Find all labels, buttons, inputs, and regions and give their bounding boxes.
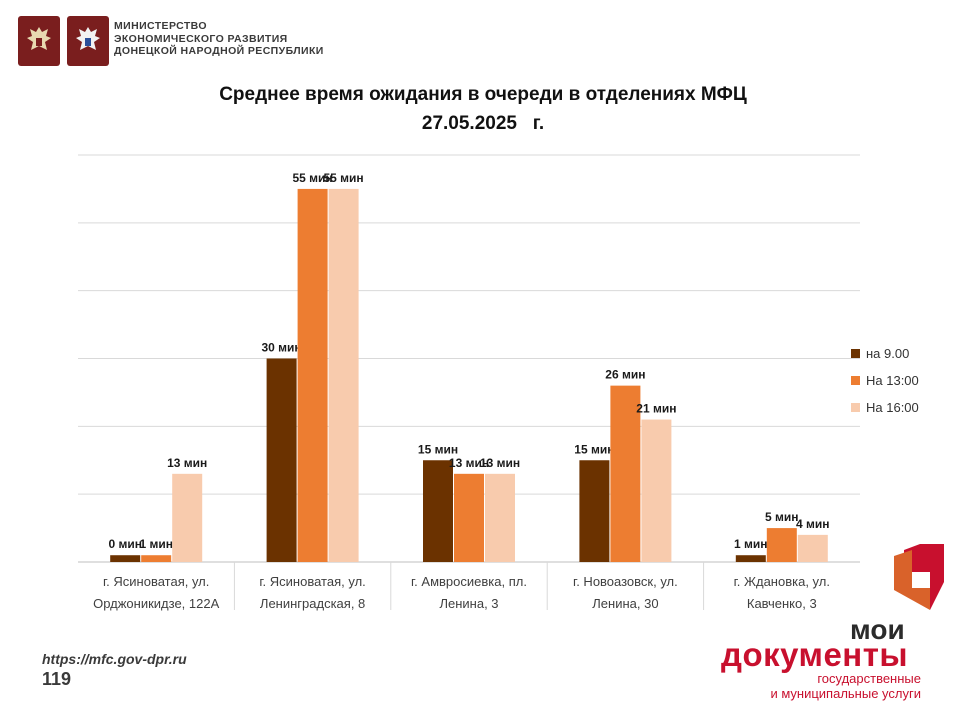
data-label: 1 мин bbox=[139, 537, 173, 551]
bar bbox=[110, 555, 141, 562]
data-label: 13 мин bbox=[480, 456, 520, 470]
data-label: 30 мин bbox=[262, 341, 302, 355]
x-tick-label: Кавченко, 3 bbox=[747, 596, 817, 611]
bar bbox=[297, 188, 328, 562]
data-label: 15 мин bbox=[574, 442, 614, 456]
chart-title-line: 27.05.2025 г. bbox=[421, 113, 545, 134]
bar bbox=[328, 188, 359, 562]
data-label: 1 мин bbox=[734, 537, 768, 551]
data-label: 55 мин bbox=[324, 171, 364, 185]
data-label: 21 мин bbox=[636, 402, 676, 416]
legend-swatch bbox=[851, 376, 860, 385]
bar bbox=[579, 460, 610, 562]
legend-item: На 13:00 bbox=[851, 367, 919, 394]
chart-legend: на 9.00 На 13:00 На 16:00 bbox=[851, 340, 919, 421]
bar bbox=[266, 358, 297, 562]
bar bbox=[454, 473, 484, 562]
x-tick-label: г. Ясиноватая, ул. bbox=[103, 574, 209, 589]
x-tick-label: г. Ждановка, ул. bbox=[734, 574, 830, 589]
data-label: 55 мин bbox=[293, 171, 333, 185]
x-tick-label: г. Амвросиевка, пл. bbox=[411, 574, 527, 589]
data-label: 0 мин bbox=[108, 537, 142, 551]
x-tick-label: г. Новоазовск, ул. bbox=[573, 574, 678, 589]
legend-label: На 13:00 bbox=[866, 373, 919, 388]
bar bbox=[735, 555, 766, 562]
ministry-line: ДОНЕЦКОЙ НАРОДНОЙ РЕСПУБЛИКИ bbox=[114, 45, 324, 57]
bar bbox=[610, 385, 641, 562]
data-label: 13 мин bbox=[449, 456, 489, 470]
legend-label: на 9.00 bbox=[866, 346, 910, 361]
x-tick-label: Ленина, 3 bbox=[439, 596, 498, 611]
brand-tagline-line: государственные bbox=[817, 671, 921, 686]
bar bbox=[797, 534, 828, 562]
legend-label: На 16:00 bbox=[866, 400, 919, 415]
bar bbox=[141, 555, 172, 562]
x-tick-label: Ленина, 30 bbox=[592, 596, 658, 611]
bar bbox=[641, 419, 672, 562]
bar bbox=[423, 460, 453, 562]
dpr-emblem-icon bbox=[67, 16, 109, 66]
page-number: 119 bbox=[42, 669, 72, 689]
legend-item: На 16:00 bbox=[851, 394, 919, 421]
chart-title-line: Среднее время ожидания в очереди в отдел… bbox=[219, 84, 747, 105]
data-label: 13 мин bbox=[167, 456, 207, 470]
bar bbox=[485, 473, 515, 562]
moi-dokumenty-logo-icon bbox=[894, 544, 944, 610]
brand-name-line1: мои bbox=[850, 614, 905, 645]
ministry-line: ЭКОНОМИЧЕСКОГО РАЗВИТИЯ bbox=[114, 32, 288, 45]
chart-title: Среднее время ожидания в очереди в отдел… bbox=[80, 80, 886, 138]
data-label: 26 мин bbox=[605, 368, 645, 382]
site-url[interactable]: https://mfc.gov-dpr.ru bbox=[42, 651, 187, 667]
brand-tagline: государственные и муниципальные услуги bbox=[721, 671, 921, 701]
legend-item: на 9.00 bbox=[851, 340, 919, 367]
ministry-line: МИНИСТЕРСТВО bbox=[114, 20, 207, 32]
data-label: 15 мин bbox=[418, 442, 458, 456]
russia-emblem-icon bbox=[18, 16, 60, 66]
legend-swatch bbox=[851, 403, 860, 412]
data-label: 4 мин bbox=[796, 517, 830, 531]
bar bbox=[172, 473, 203, 562]
x-tick-label: Орджоникидзе, 122А bbox=[93, 596, 219, 611]
data-label: 5 мин bbox=[765, 510, 799, 524]
legend-swatch bbox=[851, 349, 860, 358]
x-tick-label: г. Ясиноватая, ул. bbox=[259, 574, 365, 589]
brand-tagline-line: и муниципальные услуги bbox=[770, 686, 921, 701]
x-tick-label: Ленинградская, 8 bbox=[260, 596, 365, 611]
brand-name-line2: документы bbox=[721, 636, 909, 673]
bar bbox=[766, 528, 797, 562]
ministry-name: МИНИСТЕРСТВО ЭКОНОМИЧЕСКОГО РАЗВИТИЯ ДОН… bbox=[114, 20, 324, 58]
